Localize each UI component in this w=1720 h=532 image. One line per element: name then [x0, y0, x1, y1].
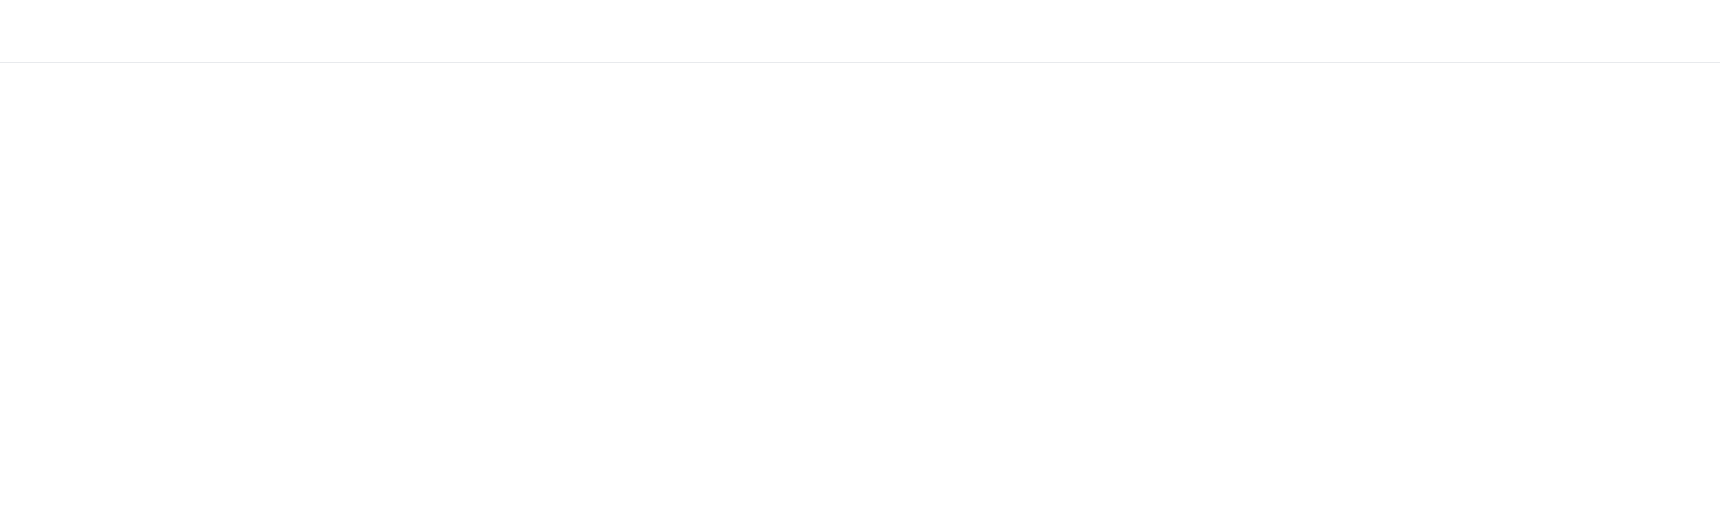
- chart-header: [0, 0, 1720, 63]
